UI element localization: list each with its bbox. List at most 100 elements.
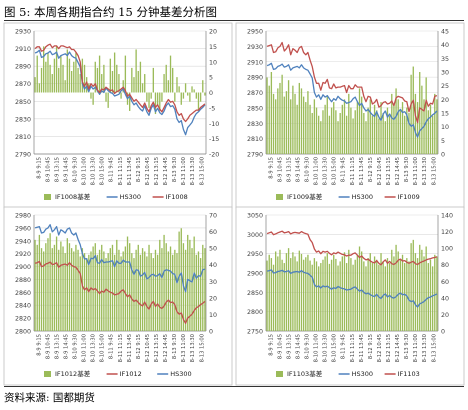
y-right-tick-label: 10 xyxy=(209,312,217,319)
basis-bar xyxy=(34,239,36,331)
legend-label: HS300 xyxy=(352,370,373,378)
x-tick-label: 8-13 11:00 xyxy=(181,334,187,362)
y-left-tick-label: 2870 xyxy=(247,90,263,97)
basis-bar xyxy=(300,253,303,331)
y-right-tick-label: 40 xyxy=(441,42,449,49)
basis-bar xyxy=(322,110,324,154)
basis-bar xyxy=(376,259,378,331)
hs300-line xyxy=(266,62,438,138)
legend-label: HS300 xyxy=(120,193,141,201)
basis-bar xyxy=(195,254,197,331)
x-tick-label: 8-11 11:15 xyxy=(350,157,356,185)
basis-bar xyxy=(397,251,399,331)
x-tick-label: 8-13 11:00 xyxy=(413,334,419,362)
basis-bar xyxy=(287,248,290,331)
basis-bar xyxy=(176,253,178,331)
x-tick-label: 8-12 9:15 xyxy=(136,334,142,359)
basis-bar xyxy=(404,115,406,154)
basis-bar xyxy=(113,254,116,331)
x-tick-label: 8-11 11:15 xyxy=(118,157,124,185)
basis-bar xyxy=(165,243,167,331)
basis-bar xyxy=(154,249,157,331)
basis-bar xyxy=(137,70,139,93)
y-left-tick-label: 2910 xyxy=(247,59,263,66)
legend-label: IF1103基差 xyxy=(287,369,323,378)
y-right-tick-label: 0 xyxy=(209,90,213,97)
basis-bar xyxy=(124,55,127,93)
y-left-tick-label: 2980 xyxy=(15,213,31,220)
basis-bar xyxy=(202,244,204,331)
x-tick-label: 8-11 9:45 xyxy=(109,157,115,182)
basis-bar xyxy=(350,107,352,154)
basis-bar xyxy=(36,55,38,93)
x-tick-label: 8-10 13:30 xyxy=(323,157,329,185)
basis-bar xyxy=(410,74,412,154)
basis-bar xyxy=(68,243,71,331)
basis-bar xyxy=(184,83,187,93)
basis-bar xyxy=(343,99,346,154)
x-tick-label: 8-9 13:15 xyxy=(286,157,292,182)
basis-bar xyxy=(275,251,277,331)
y-left-tick-label: 2870 xyxy=(15,81,31,88)
basis-bar xyxy=(337,121,339,154)
y-left-tick-label: 2820 xyxy=(15,316,31,323)
future-line xyxy=(34,43,206,123)
basis-bar xyxy=(79,256,81,331)
basis-bar xyxy=(425,77,427,154)
basis-bar xyxy=(270,258,273,331)
basis-bar xyxy=(92,92,94,105)
basis-bar xyxy=(45,61,47,93)
basis-bar xyxy=(182,92,185,99)
basis-bar xyxy=(429,259,432,331)
basis-bar xyxy=(401,102,404,154)
basis-bar xyxy=(64,253,66,331)
basis-bar xyxy=(53,58,56,93)
y-left-tick-label: 3050 xyxy=(247,213,263,220)
y-left-tick-label: 2850 xyxy=(247,290,263,297)
basis-bar xyxy=(408,113,410,154)
x-tick-label: 8-12 9:15 xyxy=(136,157,142,182)
basis-bar xyxy=(98,55,101,93)
y-right-tick-label: 35 xyxy=(441,56,449,63)
x-tick-label: 8-10 15:00 xyxy=(332,334,338,362)
basis-bar xyxy=(197,92,200,111)
basis-bar xyxy=(275,99,277,154)
basis-bar xyxy=(307,91,309,154)
basis-bar xyxy=(152,258,154,331)
basis-bar xyxy=(70,70,73,93)
basis-bar xyxy=(410,243,412,331)
basis-bar xyxy=(436,256,438,331)
basis-bar xyxy=(354,110,356,154)
basis-bar xyxy=(397,99,399,154)
basis-bar xyxy=(393,256,395,331)
y-right-tick-label: 20 xyxy=(441,312,449,319)
legend-label: HS300 xyxy=(170,370,191,378)
basis-bar xyxy=(333,102,335,154)
basis-bar xyxy=(156,92,159,105)
basis-bar xyxy=(163,234,165,331)
basis-bar xyxy=(296,261,298,331)
basis-bar xyxy=(352,118,354,154)
basis-bar xyxy=(388,115,391,154)
y-right-tick-label: 40 xyxy=(209,262,217,269)
basis-bar xyxy=(356,254,359,331)
basis-bar xyxy=(163,74,165,93)
y-right-tick-label: -20 xyxy=(209,152,219,159)
basis-bar xyxy=(333,254,335,331)
basis-bar xyxy=(373,256,376,331)
y-right-tick-label: -5 xyxy=(209,105,215,112)
basis-bar xyxy=(412,239,414,331)
y-left-tick-label: 2790 xyxy=(15,152,31,159)
y-left-tick-label: 2900 xyxy=(247,271,263,278)
basis-bar xyxy=(40,67,43,93)
x-tick-label: 8-9 10:45 xyxy=(45,157,51,182)
y-right-tick-label: 0 xyxy=(441,152,445,159)
basis-bar xyxy=(58,249,60,331)
basis-bar xyxy=(193,89,195,93)
x-tick-label: 8-10 15:00 xyxy=(100,334,106,362)
basis-bar xyxy=(131,67,133,93)
basis-bar xyxy=(378,118,380,154)
basis-bar xyxy=(75,52,77,93)
basis-bar xyxy=(38,234,41,331)
basis-bar xyxy=(348,93,350,154)
